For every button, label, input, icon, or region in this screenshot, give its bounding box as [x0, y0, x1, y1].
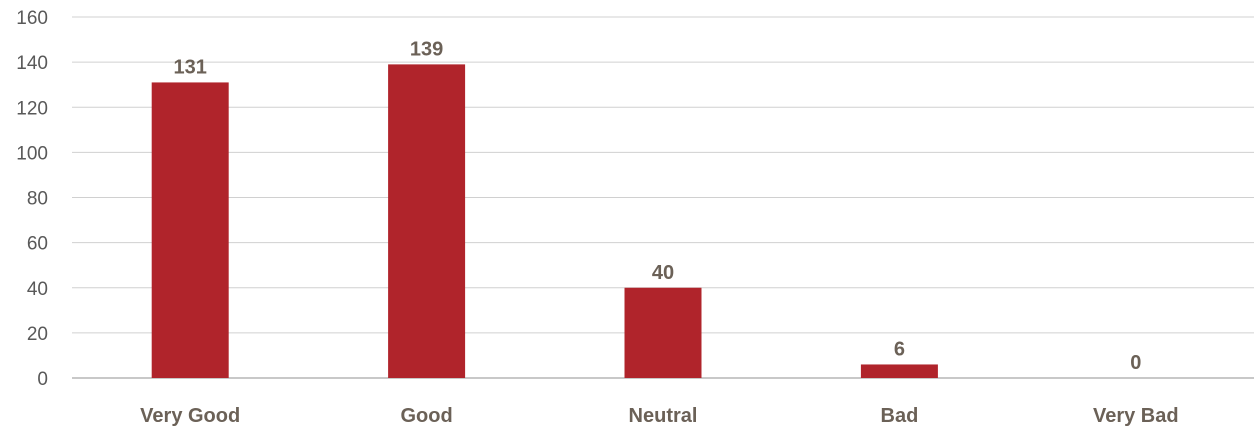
y-tick-label: 120	[16, 98, 48, 119]
x-axis-ticks: Very Good Good Neutral Bad Very Bad	[140, 405, 1178, 427]
y-tick-label: 40	[27, 279, 48, 300]
y-tick-label: 140	[16, 53, 48, 74]
x-tick-label: Good	[400, 405, 452, 427]
data-labels: 131 139 40 6 0	[174, 38, 1142, 374]
bar	[388, 64, 466, 378]
y-tick-label: 160	[16, 8, 48, 29]
y-axis-ticks: 0 20 40 60 80 100 120 140 160	[16, 8, 48, 390]
y-tick-label: 0	[37, 369, 48, 390]
y-tick-label: 80	[27, 189, 48, 210]
y-tick-label: 60	[27, 234, 48, 255]
x-tick-label: Bad	[881, 405, 919, 427]
data-label: 0	[1130, 352, 1141, 374]
data-label: 131	[174, 56, 207, 78]
bar	[151, 82, 229, 379]
data-label: 139	[410, 38, 443, 60]
y-tick-label: 100	[16, 143, 48, 164]
data-label: 6	[894, 338, 905, 360]
bars	[151, 64, 938, 379]
x-tick-label: Very Bad	[1093, 405, 1179, 427]
data-label: 40	[652, 262, 674, 284]
x-tick-label: Very Good	[140, 405, 240, 427]
y-tick-label: 20	[27, 324, 48, 345]
x-tick-label: Neutral	[629, 405, 698, 427]
bar	[624, 287, 702, 378]
gridlines	[72, 16, 1254, 379]
bar	[860, 364, 938, 378]
